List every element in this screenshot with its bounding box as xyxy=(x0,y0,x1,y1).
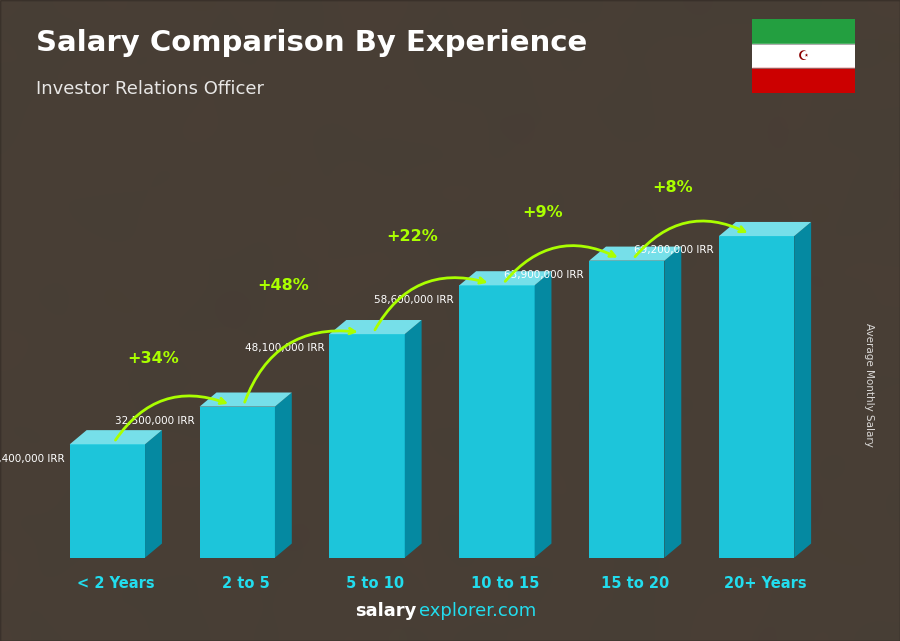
Polygon shape xyxy=(719,236,794,558)
Text: +8%: +8% xyxy=(652,180,692,196)
Text: salary: salary xyxy=(356,603,417,620)
Bar xyxy=(752,44,855,69)
Text: 15 to 20: 15 to 20 xyxy=(601,576,670,591)
Text: 10 to 15: 10 to 15 xyxy=(472,576,539,591)
Text: 5 to 10: 5 to 10 xyxy=(346,576,405,591)
Text: 69,200,000 IRR: 69,200,000 IRR xyxy=(634,246,714,255)
Bar xyxy=(752,19,855,44)
Text: < 2 Years: < 2 Years xyxy=(77,576,155,591)
Text: +9%: +9% xyxy=(522,205,562,220)
Polygon shape xyxy=(274,392,292,558)
Polygon shape xyxy=(664,247,681,558)
Polygon shape xyxy=(329,320,421,334)
Text: explorer.com: explorer.com xyxy=(418,603,536,620)
Text: Average Monthly Salary: Average Monthly Salary xyxy=(863,322,874,447)
Polygon shape xyxy=(405,320,421,558)
Text: 32,500,000 IRR: 32,500,000 IRR xyxy=(115,416,194,426)
Text: 20+ Years: 20+ Years xyxy=(724,576,806,591)
Polygon shape xyxy=(70,444,145,558)
Polygon shape xyxy=(794,222,811,558)
Text: +34%: +34% xyxy=(127,351,179,366)
Polygon shape xyxy=(719,222,811,236)
Text: 48,100,000 IRR: 48,100,000 IRR xyxy=(245,344,324,353)
Text: Salary Comparison By Experience: Salary Comparison By Experience xyxy=(36,29,587,57)
Polygon shape xyxy=(200,406,274,558)
Text: +48%: +48% xyxy=(256,278,309,293)
Polygon shape xyxy=(535,271,552,558)
Polygon shape xyxy=(459,271,552,285)
Polygon shape xyxy=(590,261,664,558)
Polygon shape xyxy=(70,430,162,444)
Text: +22%: +22% xyxy=(387,229,438,244)
Text: 63,900,000 IRR: 63,900,000 IRR xyxy=(504,270,584,280)
Text: 58,600,000 IRR: 58,600,000 IRR xyxy=(374,295,454,304)
Text: 2 to 5: 2 to 5 xyxy=(221,576,270,591)
Polygon shape xyxy=(590,247,681,261)
Text: 24,400,000 IRR: 24,400,000 IRR xyxy=(0,454,65,463)
Bar xyxy=(752,69,855,93)
Text: Investor Relations Officer: Investor Relations Officer xyxy=(36,80,264,98)
Polygon shape xyxy=(329,334,405,558)
Polygon shape xyxy=(145,430,162,558)
Polygon shape xyxy=(200,392,292,406)
Polygon shape xyxy=(459,285,535,558)
Text: ☪: ☪ xyxy=(797,49,809,63)
